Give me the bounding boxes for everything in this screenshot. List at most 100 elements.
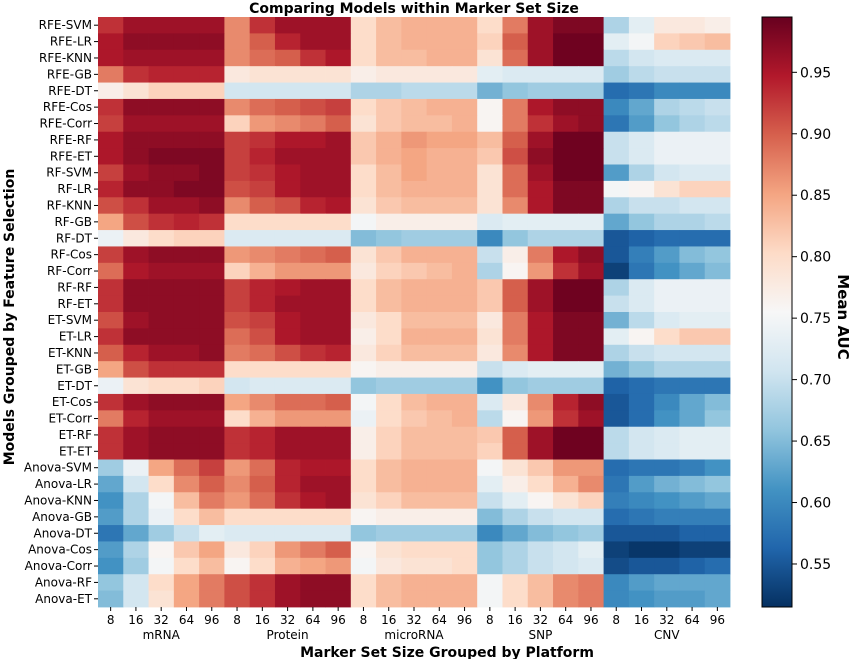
x-tick-label: 8 [486, 613, 494, 627]
heatmap-cell [249, 574, 276, 592]
heatmap-cell [300, 230, 326, 247]
heatmap-cell [426, 377, 453, 395]
heatmap-cell [148, 98, 175, 116]
heatmap-cell [224, 574, 251, 592]
y-tick-label: RFE-SVM [39, 18, 92, 32]
heatmap-cell [325, 393, 352, 411]
heatmap-cell [173, 49, 200, 67]
heatmap-cell [502, 98, 529, 116]
heatmap-cell [350, 262, 377, 280]
heatmap-cell [98, 197, 124, 215]
heatmap-cell [350, 66, 377, 83]
heatmap-cell [603, 475, 630, 493]
heatmap-cell [426, 279, 453, 297]
heatmap-cell [98, 279, 124, 297]
heatmap-cell [654, 164, 680, 182]
heatmap-cell [274, 361, 301, 378]
heatmap-cell [98, 17, 124, 34]
heatmap-cell [704, 426, 731, 444]
heatmap-cell [477, 164, 503, 182]
heatmap-cell [274, 443, 301, 460]
heatmap-cell [679, 426, 706, 444]
heatmap-cell [426, 164, 453, 182]
heatmap-cell [477, 459, 503, 477]
heatmap-cell [477, 279, 503, 297]
heatmap-cell [603, 426, 630, 444]
heatmap-cell [426, 295, 453, 313]
heatmap-cell [704, 49, 731, 67]
heatmap-cell [376, 197, 402, 215]
heatmap-cell [704, 492, 731, 510]
heatmap-cell [376, 262, 402, 280]
heatmap-cell [98, 312, 124, 329]
heatmap-cell [274, 344, 301, 362]
heatmap-cell [553, 262, 579, 280]
heatmap-cell [98, 393, 124, 411]
heatmap-cell [325, 230, 352, 247]
heatmap-cell [325, 541, 352, 559]
heatmap-cell [148, 328, 175, 346]
heatmap-cell [704, 377, 731, 395]
heatmap-cell [148, 475, 175, 493]
heatmap-cell [401, 115, 428, 133]
heatmap-cell [679, 115, 706, 133]
y-tick-label: RF-ET [58, 297, 93, 311]
heatmap-cell [704, 410, 731, 428]
heatmap-cell [199, 164, 225, 182]
x-tick-label: 16 [507, 613, 522, 627]
heatmap-cell [249, 115, 276, 133]
heatmap-cell [477, 49, 503, 67]
heatmap-cell [704, 393, 731, 411]
heatmap-cell [274, 246, 301, 264]
y-tick-label: ET-Cos [52, 395, 92, 409]
heatmap-cell [274, 131, 301, 149]
heatmap-cell [704, 328, 731, 346]
heatmap-cell [451, 590, 478, 608]
heatmap-cell [148, 279, 175, 297]
heatmap-cell [477, 148, 503, 165]
heatmap-cell [502, 426, 529, 444]
heatmap-cell [704, 115, 731, 133]
heatmap-cell [350, 541, 377, 559]
heatmap-cell [249, 393, 276, 411]
heatmap-cell [603, 148, 630, 165]
heatmap-cell [173, 262, 200, 280]
heatmap-cell [274, 312, 301, 329]
heatmap-cell [224, 180, 251, 198]
heatmap-cell [274, 148, 301, 165]
heatmap-cell [123, 541, 149, 559]
heatmap-cell [249, 328, 276, 346]
heatmap-cell [451, 279, 478, 297]
heatmap-cell [502, 361, 529, 378]
heatmap-cell [527, 312, 554, 329]
y-tick-label: RF-SVM [46, 166, 92, 180]
heatmap-cell [376, 410, 402, 428]
heatmap-cell [224, 557, 251, 575]
x-tick-label: 32 [533, 613, 548, 627]
heatmap-cell [173, 361, 200, 378]
heatmap-cell [148, 361, 175, 378]
heatmap-cell [578, 82, 604, 100]
heatmap-cell [451, 541, 478, 559]
heatmap-cell [224, 213, 251, 231]
heatmap-cell [477, 410, 503, 428]
heatmap-cell [654, 115, 680, 133]
y-tick-label: RF-GB [54, 215, 92, 229]
heatmap-cell [401, 508, 428, 526]
heatmap-cell [350, 33, 377, 51]
heatmap-cell [578, 574, 604, 592]
x-tick-label: 64 [179, 613, 194, 627]
heatmap-cell [300, 98, 326, 116]
heatmap-cell [401, 492, 428, 510]
heatmap-cell [553, 590, 579, 608]
colorbar-ticks: 0.55 0.60 0.65 0.70 0.75 0.80 0.85 0.90 0.95 [792, 65, 831, 573]
heatmap-cell [401, 295, 428, 313]
heatmap-cell [527, 164, 554, 182]
heatmap-cell [628, 246, 655, 264]
heatmap-cell [173, 541, 200, 559]
heatmap-cell [553, 525, 579, 542]
heatmap-cell [325, 115, 352, 133]
heatmap-cell [376, 295, 402, 313]
heatmap-cell [628, 557, 655, 575]
